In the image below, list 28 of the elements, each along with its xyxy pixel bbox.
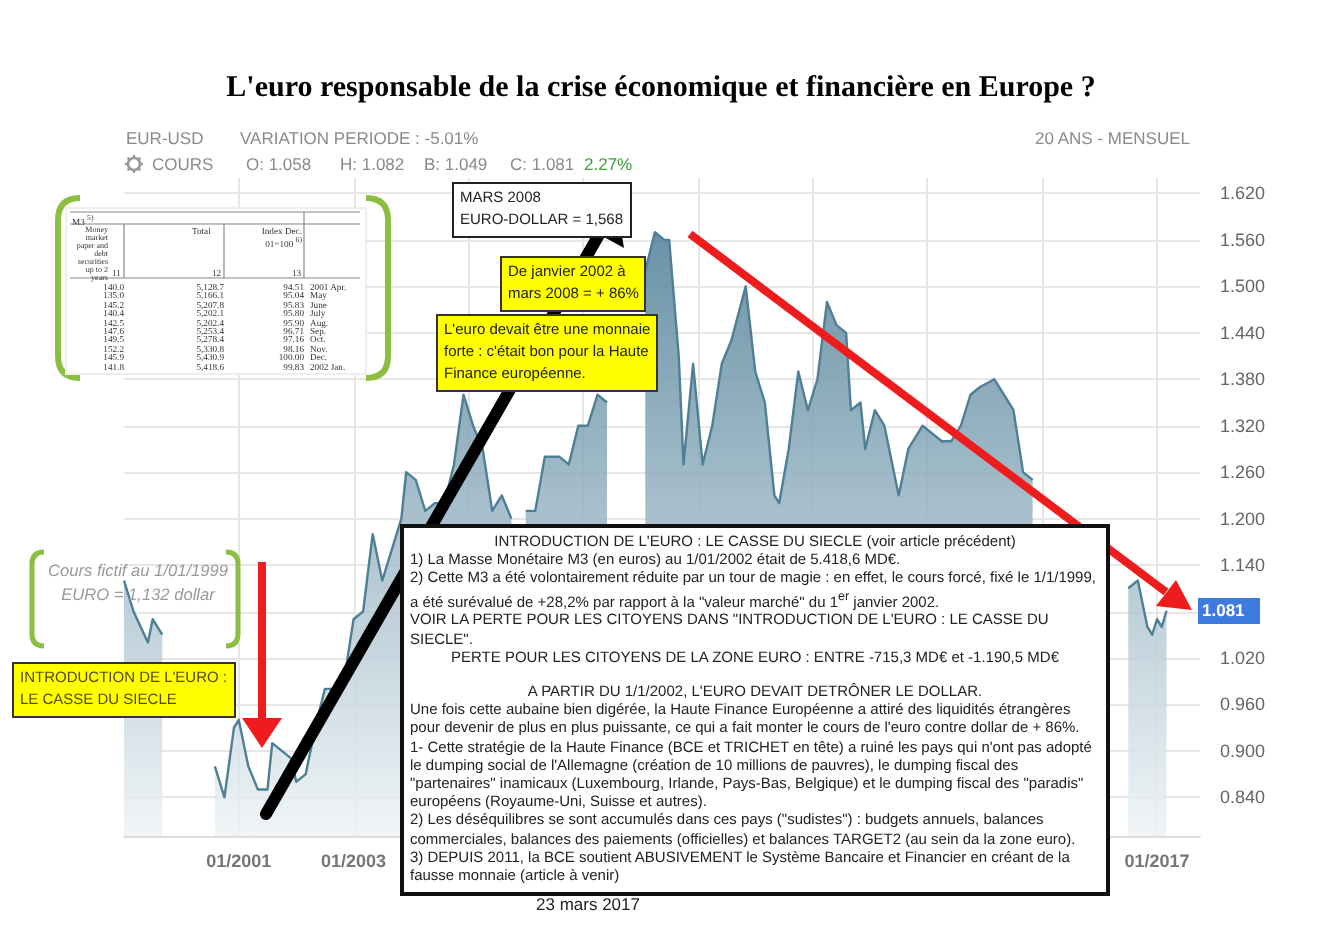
text: O: 1.058 bbox=[246, 154, 312, 175]
y-tick-label: 1.500 bbox=[1220, 276, 1266, 297]
text: 2.27% bbox=[584, 154, 633, 175]
y-tick-label: 1.200 bbox=[1220, 508, 1266, 529]
text: COURS bbox=[152, 154, 214, 175]
text: 1.081 bbox=[1198, 598, 1261, 624]
text: 20 ANS - MENSUEL bbox=[1035, 128, 1190, 149]
y-tick-label: 1.620 bbox=[1220, 183, 1266, 204]
y-tick-label: 1.020 bbox=[1220, 647, 1266, 668]
y-tick-label: 1.560 bbox=[1220, 229, 1266, 250]
text: VARIATION PERIODE : -5.01% bbox=[240, 128, 479, 149]
chart-title: L'euro responsable de la crise économique et financière en Europe ? bbox=[224, 72, 1098, 106]
text: EUR-USD bbox=[126, 128, 204, 149]
y-tick-label: 1.140 bbox=[1220, 555, 1266, 576]
y-tick-label: 0.900 bbox=[1220, 740, 1266, 761]
text: B: 1.049 bbox=[424, 154, 488, 175]
x-tick-label: 01/2001 bbox=[206, 851, 272, 871]
y-tick-label: 1.380 bbox=[1220, 369, 1266, 390]
text: H: 1.082 bbox=[340, 154, 405, 175]
y-tick-label: 0.960 bbox=[1220, 694, 1266, 715]
x-tick-label: 01/2003 bbox=[321, 851, 387, 871]
x-tick-label: 01/2017 bbox=[1124, 851, 1190, 871]
text: C: 1.081 bbox=[510, 154, 575, 175]
y-tick-label: 1.440 bbox=[1220, 322, 1266, 343]
y-tick-label: 1.260 bbox=[1220, 462, 1266, 483]
text: 23 mars 2017 bbox=[536, 894, 640, 914]
y-tick-label: 1.320 bbox=[1220, 415, 1266, 436]
y-tick-label: 0.840 bbox=[1220, 787, 1266, 808]
